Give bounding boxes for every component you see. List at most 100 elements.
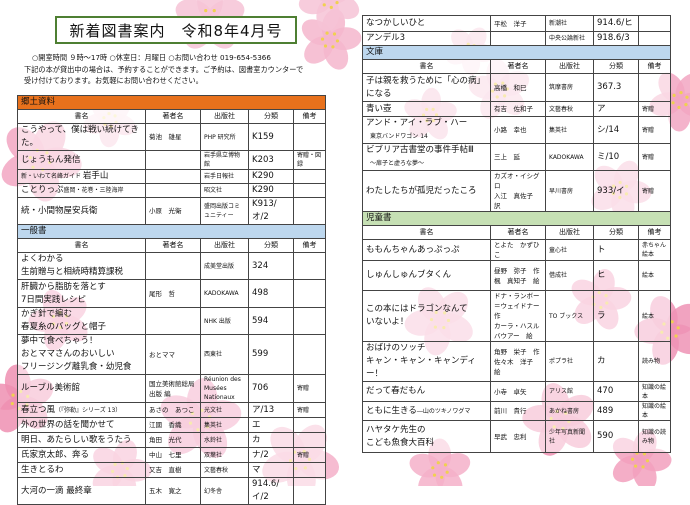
book-class: 367.3 — [593, 73, 639, 102]
title-main: ことりっぷ — [21, 185, 64, 195]
book-row: 生きとるわ 又吉 直樹 文藝春秋マ — [17, 462, 326, 478]
book-class: 594 — [248, 307, 294, 335]
title-main: 氏家京太郎、奔る — [21, 449, 90, 460]
book-title: 生きとるわ — [17, 462, 146, 478]
book-class: 914.6/ヒ — [593, 15, 639, 32]
book-publisher: 幻冬舎 — [200, 477, 249, 505]
book-title: 春立つ風（『弥勒』シリーズ 13） — [17, 402, 146, 418]
book-note: 寄贈 — [293, 447, 326, 463]
column-header: 出版社 — [200, 109, 249, 124]
title-main: しゅんしゅんブタくん — [366, 270, 452, 280]
library-info: ○開室時間 ９時～17時 ○休室日：月曜日 ○お問い合わせ 019-654-53… — [24, 52, 324, 87]
book-note: 寄贈 — [638, 116, 671, 144]
book-row: この本にはドラゴンなんて いないよ！ ドナ・ランボー＝ウェイドナー 作 カーラ・ハ… — [362, 290, 671, 342]
section-header: 児童書 — [362, 211, 671, 226]
book-row: なつかしいひと 平松 洋子 新潮社 914.6/ヒ — [362, 15, 671, 32]
book-row: だって春だもん 小寺 卓矢 アリス館 470 知識の絵本 — [362, 381, 671, 402]
column-header: 著者名 — [490, 59, 546, 74]
book-publisher: 集英社 — [545, 116, 594, 144]
book-note: 寄贈 — [293, 374, 326, 403]
title-main: この本にはドラゴンなんて いないよ！ — [366, 304, 468, 327]
book-class: カ — [248, 432, 294, 448]
book-row: わたしたちが孤児だったころ カズオ・イシグロ 入江 真佐子 訳早川書房 933/イ寄… — [362, 170, 671, 212]
book-row: かぎ針で編む 春夏糸のバッグと帽子 NHK 出版 594 — [17, 307, 326, 335]
title-main: 春立つ風 — [21, 404, 56, 415]
book-class: ヒ — [593, 260, 639, 291]
book-note: 赤ちゃん絵本 — [638, 239, 671, 261]
book-publisher: ポプラ社 — [545, 341, 594, 382]
title-main: 大河の一滴 最終章 — [21, 485, 92, 496]
column-header: 備考 — [293, 109, 326, 124]
book-row: ことりっぷ盛岡・花巻・三陸海岸 昭文社 K290 — [17, 183, 326, 198]
book-author: 五木 寛之 — [145, 477, 201, 505]
book-class: 914.6/イ/2 — [248, 477, 294, 505]
book-publisher: 童心社 — [545, 239, 594, 261]
title-prefix: 新・いわて名峰ガイド — [21, 173, 83, 180]
book-row: 春立つ風（『弥勒』シリーズ 13） あさの あつこ 光文社 ア/13 寄贈 — [17, 402, 326, 418]
book-title: 大河の一滴 最終章 — [17, 477, 146, 505]
book-title: ハヤタケ先生の こども魚食大百科 — [362, 420, 491, 453]
book-class: ア — [593, 101, 639, 117]
book-publisher: 集英社 — [200, 417, 249, 433]
book-author: 菊池 雄星 — [145, 123, 201, 151]
book-publisher: 成美堂出版 — [200, 252, 249, 280]
book-author: とよた かずひこ — [490, 239, 546, 261]
book-note — [293, 417, 326, 433]
book-publisher: 水鈴社 — [200, 432, 249, 448]
title-main: こうやって、僕は戦い続けてきた。 — [21, 125, 139, 148]
column-header-row: 書名 著者名 出版社 分類 備考 — [17, 238, 326, 253]
book-author: 角田 光代 — [145, 432, 201, 448]
book-title: 夢中で食べちゃう！ おとママさんのおいしい フリージング離乳食・幼児食 — [17, 334, 146, 375]
book-publisher: NHK 出版 — [200, 307, 249, 335]
book-class: マ — [248, 462, 294, 478]
page-title: 新着図書案内 令和8年4月号 — [55, 16, 297, 44]
book-title: わたしたちが孤児だったころ — [362, 170, 491, 212]
book-author: 又吉 直樹 — [145, 462, 201, 478]
column-header-row: 書名 著者名 出版社 分類 備考 — [362, 225, 671, 240]
book-note: 寄贈・図録 — [293, 150, 326, 170]
column-header: 出版社 — [545, 59, 594, 74]
sakura-flower-icon — [409, 438, 471, 486]
book-note — [638, 73, 671, 102]
book-row: アンデル3 中央公論新社 918.6/3 — [362, 31, 671, 46]
column-header: 著者名 — [490, 225, 546, 240]
book-title: 明日、あたらしい歌をうたう — [17, 432, 146, 448]
book-publisher: 早川書房 — [545, 170, 594, 212]
book-row: 明日、あたらしい歌をうたう 角田 光代 水鈴社カ — [17, 432, 326, 448]
column-header: 出版社 — [200, 238, 249, 253]
book-note — [293, 252, 326, 280]
book-publisher: KADOKAWA — [545, 143, 594, 171]
book-note — [293, 169, 326, 184]
section-title: 郷土資料 — [17, 95, 326, 110]
title-main: わたしたちが孤児だったころ — [366, 185, 477, 196]
book-author: 江國 香織 — [145, 417, 201, 433]
book-class: ト — [593, 239, 639, 261]
book-author — [490, 31, 546, 46]
book-author — [145, 150, 201, 170]
book-title: この本にはドラゴンなんて いないよ！ — [362, 290, 491, 342]
column-header: 書名 — [362, 225, 491, 240]
book-row: ももんちゃんあっぷっぷ とよた かずひこ 童心社ト赤ちゃん絵本 — [362, 239, 671, 261]
book-publisher: KADOKAWA — [200, 279, 249, 308]
book-author: 角野 栄子 作 佐々木 洋子 絵 — [490, 341, 546, 382]
title-suffix: ―山のツキノワグマ — [416, 407, 471, 415]
book-publisher: Réunion des Musées Nationaux — [200, 374, 249, 403]
column-header: 分類 — [248, 238, 294, 253]
book-author: 国立美術館総局出版 編 — [145, 374, 201, 403]
book-row: アンド・アイ・ラブ・ハー 東京バンドワゴン 14 小路 幸也 集英社 シ/14 寄贈 — [362, 116, 671, 144]
book-publisher: TO ブックス — [545, 290, 594, 342]
book-note — [293, 279, 326, 308]
book-row: 新・いわて名峰ガイド 岩手山 岩手日報社 K290 — [17, 169, 326, 184]
book-class: 489 — [593, 401, 639, 421]
left-book-table: 郷土資料 書名 著者名 出版社 分類 備考 こうやって、僕は戦い続けてきた。 菊池 雄星 PHP… — [17, 95, 326, 505]
book-author: 平松 洋子 — [490, 15, 546, 32]
title-main: アンド・アイ・ラブ・ハー — [366, 118, 468, 128]
book-title: 外の世界の話を聞かせて — [17, 417, 146, 433]
book-publisher: 盛岡出版コミュニティー — [200, 197, 249, 225]
book-author: 高橋 和巳 — [490, 73, 546, 102]
book-row: 夢中で食べちゃう！ おとママさんのおいしい フリージング離乳食・幼児食 おとママ西… — [17, 334, 326, 375]
book-publisher: 双葉社 — [200, 447, 249, 463]
book-note — [638, 31, 671, 46]
book-title: なつかしいひと — [362, 15, 491, 32]
book-author: あさの あつこ — [145, 402, 201, 418]
